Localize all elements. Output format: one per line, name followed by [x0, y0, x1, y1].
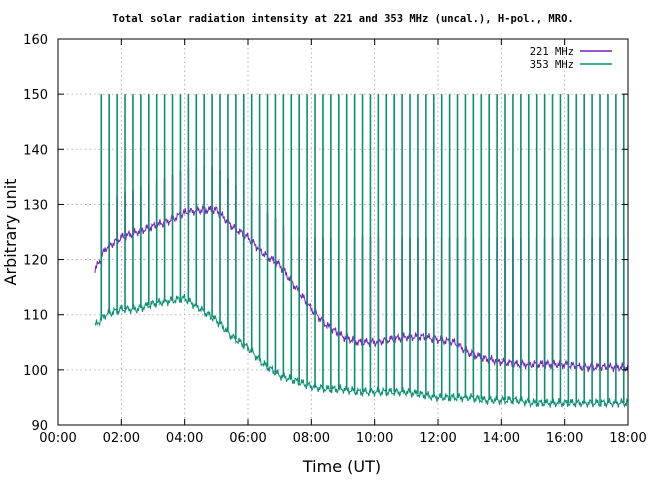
x-tick-label: 14:00 — [483, 431, 520, 446]
x-tick-label: 00:00 — [39, 431, 76, 446]
legend-label-353: 353 MHz — [530, 59, 574, 71]
y-tick-label: 160 — [23, 33, 48, 48]
series-line-1 — [94, 293, 629, 409]
y-tick-label: 140 — [23, 143, 48, 158]
x-tick-label: 10:00 — [356, 431, 393, 446]
x-tick-label: 12:00 — [419, 431, 456, 446]
y-tick-label: 90 — [31, 419, 48, 434]
y-axis-label: Arbitrary unit — [1, 179, 20, 286]
x-tick-label: 06:00 — [229, 431, 266, 446]
y-tick-label: 150 — [23, 88, 48, 103]
x-tick-label: 04:00 — [166, 431, 203, 446]
x-tick-label: 02:00 — [103, 431, 140, 446]
x-tick-label: 08:00 — [293, 431, 330, 446]
plot-frame — [57, 38, 629, 426]
y-tick-label: 100 — [23, 364, 48, 379]
y-tick-label: 110 — [23, 309, 48, 324]
y-tick-label: 120 — [23, 254, 48, 269]
plot-area — [94, 94, 629, 409]
series-line-0 — [94, 204, 629, 373]
x-tick-label: 16:00 — [546, 431, 583, 446]
y-tick-label: 130 — [23, 198, 48, 213]
x-axis-label: Time (UT) — [302, 457, 381, 476]
grid — [58, 39, 628, 425]
legend-label-221: 221 MHz — [530, 46, 574, 58]
chart-title: Total solar radiation intensity at 221 a… — [112, 13, 573, 25]
x-tick-label: 18:00 — [609, 431, 646, 446]
legend: 221 MHz 353 MHz — [530, 46, 612, 71]
